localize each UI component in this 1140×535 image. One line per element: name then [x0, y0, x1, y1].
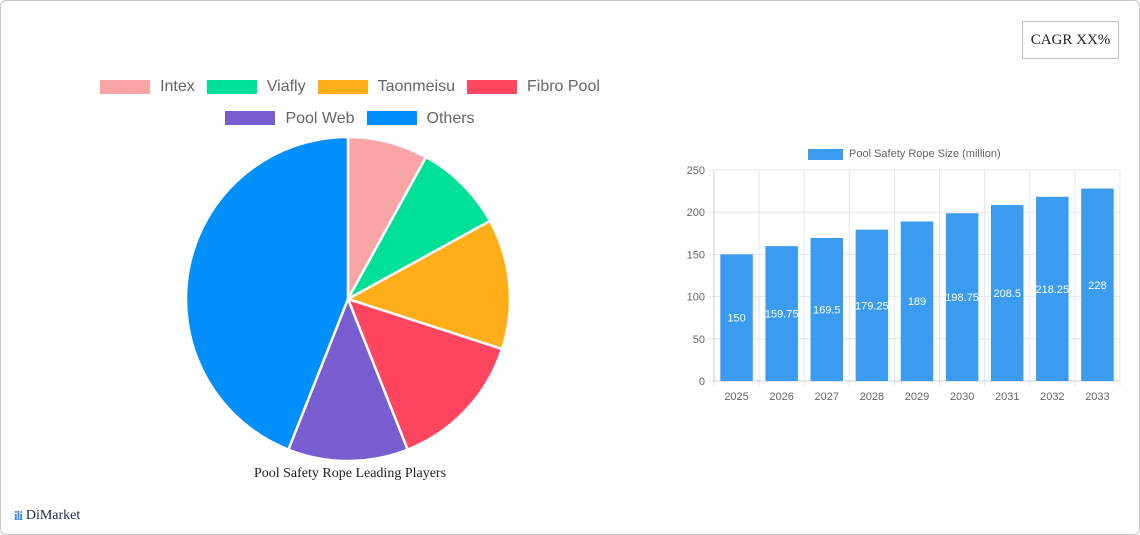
- pie-slice[interactable]: [345, 296, 504, 452]
- x-tick-label: 2032: [1040, 391, 1064, 403]
- brand-icon: ili: [14, 508, 23, 523]
- bar[interactable]: [810, 237, 844, 381]
- y-tick-label: 150: [687, 249, 705, 261]
- bar-value-label: 150: [727, 313, 745, 325]
- legend-label: Intex: [160, 78, 195, 95]
- legend-label: Viafly: [266, 78, 306, 95]
- y-tick-label: 0: [699, 376, 705, 388]
- y-tick-label: 100: [687, 292, 705, 304]
- legend-swatch: [466, 79, 517, 94]
- brand-logo: ili DiMarket: [14, 508, 80, 524]
- pie-legend-item[interactable]: Pool Web: [225, 104, 355, 133]
- bar[interactable]: [855, 229, 889, 381]
- legend-swatch: [206, 79, 257, 94]
- pie-chart: [180, 130, 520, 475]
- x-tick-label: 2033: [1085, 391, 1109, 403]
- bar[interactable]: [945, 213, 979, 381]
- brand-name: DiMarket: [25, 508, 81, 523]
- pie-slice[interactable]: [184, 135, 350, 452]
- x-tick-label: 2029: [905, 391, 929, 403]
- pie-slice[interactable]: [344, 155, 492, 303]
- bar-value-label: 169.5: [813, 304, 841, 316]
- x-tick-label: 2025: [724, 391, 748, 403]
- legend-label: Taonmeisu: [377, 78, 455, 95]
- x-tick-label: 2026: [769, 391, 793, 403]
- legend-label: Pool Web: [285, 109, 355, 127]
- legend-swatch: [317, 79, 368, 94]
- bar-legend-label: Pool Safety Rope Size (million): [849, 148, 1001, 160]
- y-tick-label: 250: [687, 165, 705, 177]
- pie-chart-title: Pool Safety Rope Leading Players: [253, 466, 447, 481]
- bar-chart: 0 50 100 150 200 250 150 2025 159.75 2026 169.5 202…: [670, 140, 1130, 415]
- bar[interactable]: [1081, 188, 1114, 381]
- legend-swatch: [366, 111, 417, 125]
- pie-legend-item[interactable]: Fibro Pool: [466, 72, 600, 101]
- bar[interactable]: [990, 205, 1024, 381]
- bar[interactable]: [720, 254, 753, 381]
- y-tick-label: 50: [693, 334, 705, 346]
- pie-legend-item[interactable]: Intex: [100, 72, 195, 101]
- bar-legend[interactable]: Pool Safety Rope Size (million): [808, 148, 1001, 160]
- bar-value-label: 228: [1088, 280, 1106, 292]
- pie-legend-item[interactable]: Viafly: [206, 72, 306, 101]
- pie-slice[interactable]: [344, 219, 512, 351]
- bar[interactable]: [765, 246, 798, 381]
- legend-swatch: [225, 111, 276, 125]
- bar-value-label: 159.75: [765, 309, 799, 321]
- bar-value-label: 189: [908, 296, 926, 308]
- x-tick-label: 2031: [995, 391, 1019, 403]
- legend-label: Fibro Pool: [526, 78, 600, 95]
- pie-legend-item[interactable]: Others: [366, 104, 475, 133]
- pie-slice[interactable]: [286, 295, 410, 463]
- x-tick-label: 2028: [860, 391, 884, 403]
- bar-value-label: 198.75: [945, 292, 979, 304]
- x-tick-label: 2027: [815, 391, 839, 403]
- bar-value-label: 179.25: [855, 300, 889, 312]
- bar-value-label: 218.25: [1036, 284, 1070, 296]
- pie-legend-item[interactable]: Taonmeisu: [317, 72, 455, 101]
- bar[interactable]: [1036, 196, 1069, 381]
- bar-value-label: 208.5: [993, 288, 1021, 300]
- bar-legend-swatch: [808, 148, 843, 160]
- pie-legend: Intex Viafly Taonmeisu Fibro Pool Pool Web Ot…: [60, 72, 640, 135]
- x-tick-label: 2030: [950, 391, 974, 403]
- legend-label: Others: [426, 109, 475, 127]
- y-tick-label: 200: [687, 207, 705, 219]
- cagr-badge: CAGR XX%: [1022, 21, 1119, 59]
- bar[interactable]: [900, 221, 934, 381]
- legend-swatch: [100, 79, 151, 94]
